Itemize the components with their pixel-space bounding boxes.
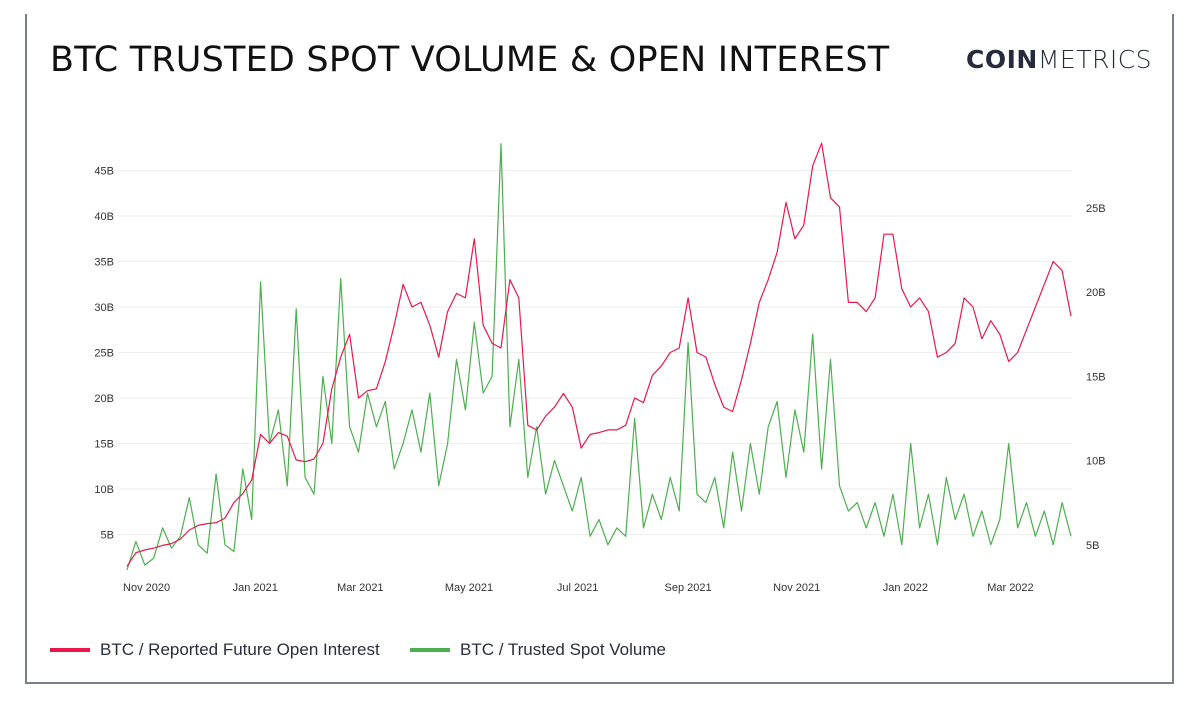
x-tick-label: Nov 2021	[773, 582, 820, 594]
legend-swatch-green	[410, 648, 450, 652]
legend-label: BTC / Reported Future Open Interest	[100, 640, 380, 659]
x-tick-label: Jan 2021	[233, 582, 278, 594]
spot-volume-line	[126, 143, 1072, 571]
y-left-tick-label: 35B	[94, 257, 114, 269]
y-left-tick-label: 45B	[94, 166, 114, 178]
logo-bold-text: COIN	[966, 45, 1038, 74]
open-interest-line	[126, 142, 1072, 567]
y-right-tick-label: 15B	[1086, 371, 1106, 383]
x-tick-label: Sep 2021	[665, 582, 712, 594]
coinmetrics-logo: COINMETRICS	[966, 45, 1152, 74]
y-left-tick-label: 20B	[94, 393, 114, 405]
x-tick-label: May 2021	[445, 582, 493, 594]
legend-swatch-red	[50, 648, 90, 652]
x-tick-label: Nov 2020	[123, 582, 170, 594]
y-right-tick-label: 5B	[1086, 540, 1099, 552]
chart-frame	[25, 14, 1174, 684]
y-left-tick-label: 40B	[94, 211, 114, 223]
x-tick-label: Mar 2022	[987, 582, 1033, 594]
y-left-tick-label: 10B	[94, 484, 114, 496]
x-tick-label: Mar 2021	[337, 582, 383, 594]
x-tick-label: Jul 2021	[557, 582, 599, 594]
chart-title: BTC TRUSTED SPOT VOLUME & OPEN INTEREST	[50, 40, 890, 80]
y-right-tick-label: 20B	[1086, 287, 1106, 299]
x-tick-label: Jan 2022	[883, 582, 928, 594]
legend-item-open-interest[interactable]: BTC / Reported Future Open Interest	[50, 640, 380, 660]
y-right-tick-label: 10B	[1086, 456, 1106, 468]
y-left-tick-label: 30B	[94, 302, 114, 314]
y-left-tick-label: 25B	[94, 348, 114, 360]
legend-item-spot-volume[interactable]: BTC / Trusted Spot Volume	[410, 640, 666, 660]
y-left-tick-label: 5B	[101, 530, 114, 542]
y-left-tick-label: 15B	[94, 439, 114, 451]
y-right-tick-label: 25B	[1086, 203, 1106, 215]
logo-light-text: METRICS	[1037, 45, 1153, 74]
legend-label: BTC / Trusted Spot Volume	[460, 640, 666, 659]
